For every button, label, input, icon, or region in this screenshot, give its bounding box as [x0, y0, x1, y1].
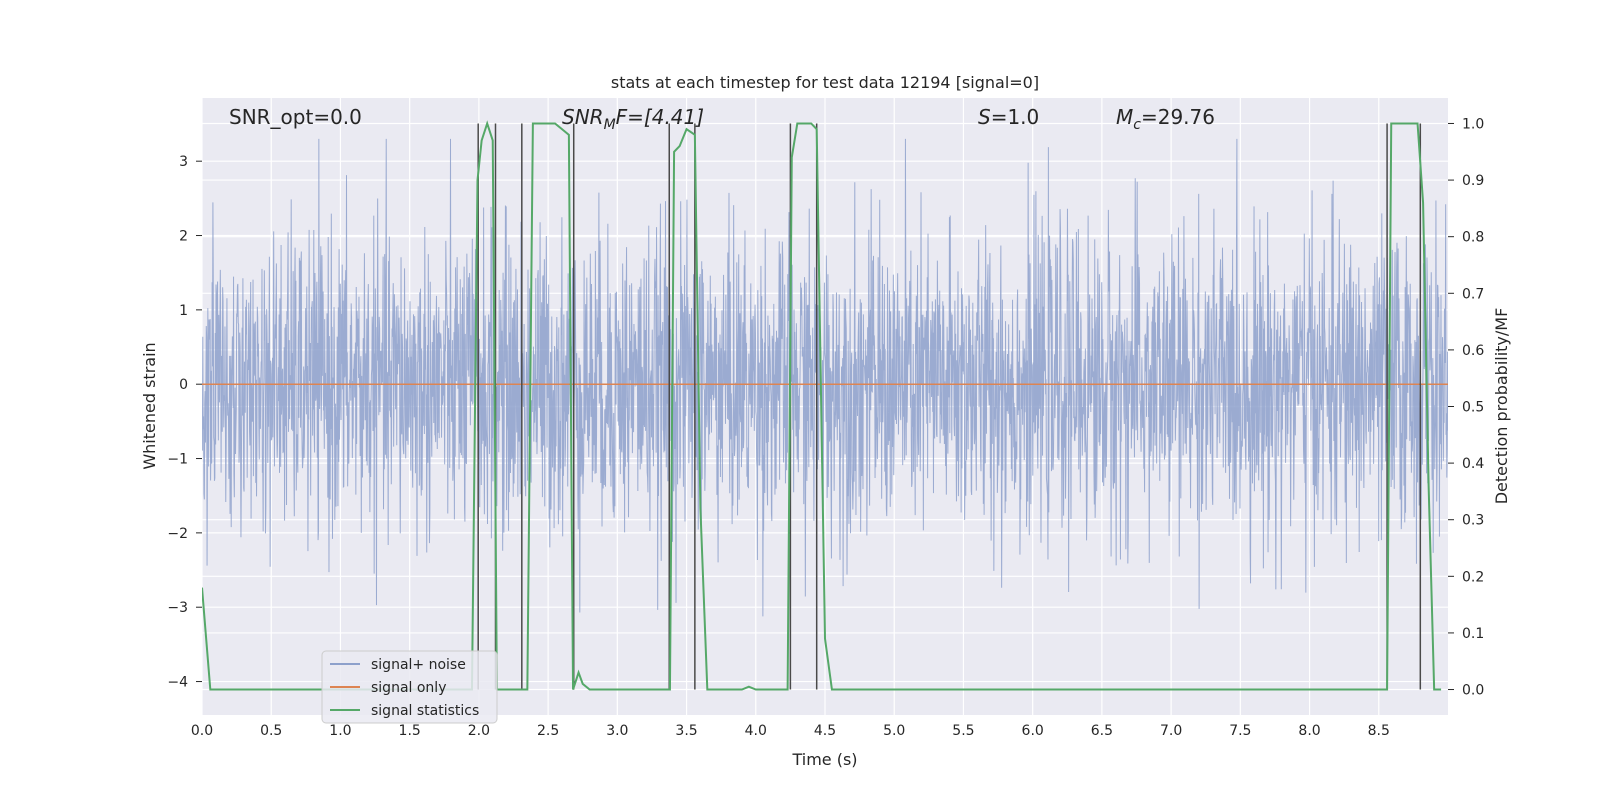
series-signal-statistics	[202, 120, 1442, 691]
x-tick-label: 3.5	[675, 723, 697, 739]
annotation-s: S=1.0	[978, 105, 1039, 129]
y-tick-label: 2	[179, 229, 188, 245]
y-right-tick-label: 0.9	[1462, 173, 1484, 189]
x-tick-label: 7.0	[1160, 723, 1182, 739]
y-right-tick-label: 0.4	[1462, 456, 1484, 472]
y-right-tick-label: 0.6	[1462, 343, 1484, 359]
y-tick-label: 1	[179, 303, 188, 319]
x-tick-label: 8.0	[1298, 723, 1320, 739]
x-tick-label: 4.5	[814, 723, 836, 739]
x-tick-label: 2.5	[537, 723, 559, 739]
y-right-tick-label: 0.2	[1462, 569, 1484, 585]
x-tick-label: 1.5	[399, 723, 421, 739]
x-axis-label: Time (s)	[791, 750, 857, 769]
x-tick-label: 8.5	[1368, 723, 1390, 739]
y-tick-label: −1	[167, 452, 188, 468]
annotation-snr-opt: SNR_opt=0.0	[229, 105, 362, 129]
x-tick-label: 6.5	[1091, 723, 1113, 739]
y-right-tick-label: 0.8	[1462, 230, 1484, 246]
series-layer	[202, 120, 1448, 691]
legend-label-noise: signal+ noise	[371, 657, 466, 673]
series-signal-plus-noise	[202, 138, 1448, 617]
y-tick-label: −2	[167, 526, 188, 542]
x-tick-label: 1.0	[329, 723, 351, 739]
y-tick-label: −3	[167, 600, 188, 616]
x-tick-label: 0.5	[260, 723, 282, 739]
x-tick-label: 5.0	[883, 723, 905, 739]
y-right-tick-label: 0.3	[1462, 513, 1484, 529]
y-tick-label: 3	[179, 154, 188, 170]
legend: signal+ noise signal only signal statist…	[321, 650, 498, 724]
x-tick-label: 7.5	[1229, 723, 1251, 739]
x-tick-label: 6.0	[1022, 723, 1044, 739]
chart-title: stats at each timestep for test data 121…	[611, 73, 1039, 92]
annotation-mc: Mc=29.76	[1116, 105, 1215, 133]
y-right-tick-label: 0.0	[1462, 683, 1484, 699]
x-tick-label: 2.0	[468, 723, 490, 739]
x-tick-label: 4.0	[745, 723, 767, 739]
annotation-snr-mf: SNRMF=[4.41]	[562, 105, 704, 133]
x-tick-label: 3.0	[606, 723, 628, 739]
y-right-axis-label: Detection probability/MF	[1492, 308, 1511, 505]
y-right-tick-label: 0.7	[1462, 286, 1484, 302]
y-tick-labels: 3 2 1 0 −1 −2 −3 −4	[167, 154, 202, 691]
y-right-tick-labels: 1.0 0.9 0.8 0.7 0.6 0.5 0.4 0.3 0.2 0.1 0.0	[1448, 116, 1484, 699]
y-tick-label: −4	[167, 675, 188, 691]
x-tick-labels: 0.0 0.5 1.0 1.5 2.0 2.5 3.0 3.5 4.0 4.5 5.0 5.5 6.0 6…	[191, 723, 1390, 739]
legend-label-statistics: signal statistics	[371, 703, 479, 719]
y-tick-label: 0	[179, 377, 188, 393]
legend-label-signal: signal only	[371, 680, 446, 696]
x-tick-label: 0.0	[191, 723, 213, 739]
y-right-tick-label: 0.1	[1462, 626, 1484, 642]
y-axis-label: Whitened strain	[140, 342, 159, 469]
y-right-tick-label: 1.0	[1462, 116, 1484, 132]
y-right-tick-label: 0.5	[1462, 400, 1484, 416]
legend-box	[321, 650, 498, 724]
x-tick-label: 5.5	[952, 723, 974, 739]
